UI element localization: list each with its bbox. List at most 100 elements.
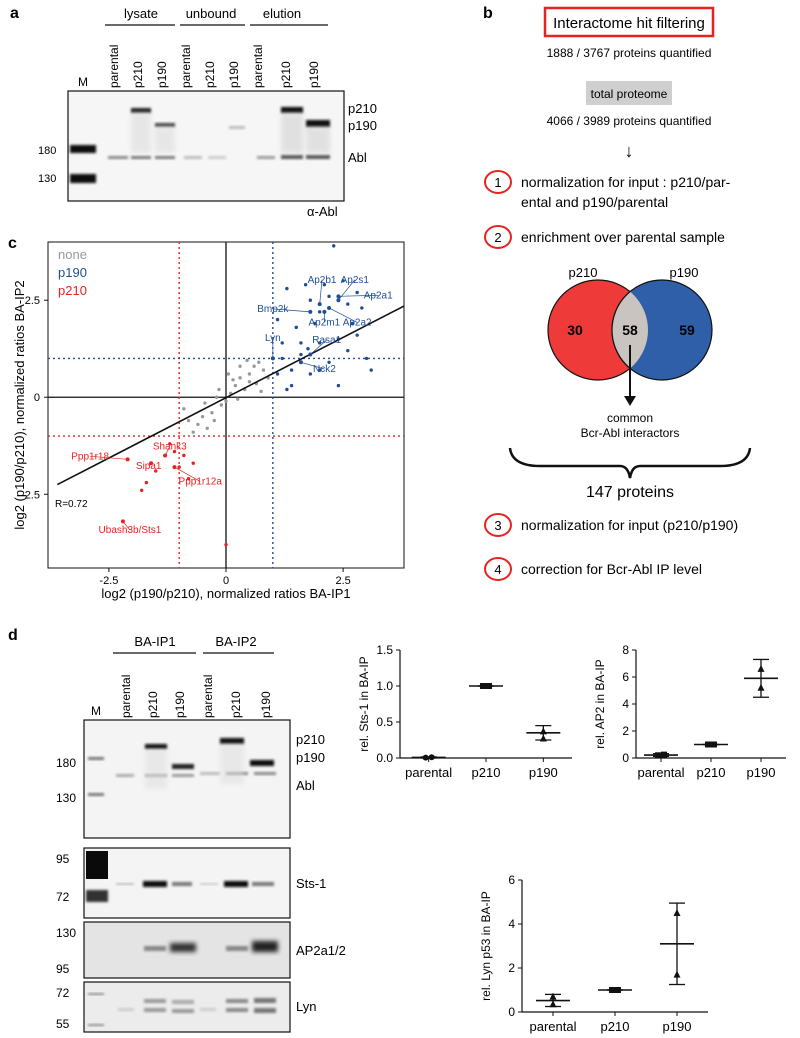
- band-label-abl: Abl: [296, 778, 315, 793]
- data-point-none: [205, 426, 209, 430]
- data-point-p210: [154, 469, 158, 473]
- lane-label: p210: [279, 61, 293, 88]
- y-axis-label: rel. Lyn p53 in BA-IP: [479, 891, 493, 1001]
- data-point-p210: [144, 480, 149, 485]
- lane-label: p210: [229, 691, 243, 718]
- lane-label: p210: [131, 61, 145, 88]
- data-point-p190: [299, 352, 303, 357]
- x-tick-label: p210: [697, 765, 726, 780]
- x-tick-label: p210: [601, 1019, 630, 1034]
- panel-label-c: c: [8, 235, 17, 252]
- data-point-p210: [168, 442, 172, 446]
- data-point-none: [214, 395, 219, 399]
- data-point-p190: [355, 333, 359, 337]
- point-label: Ap2a1: [364, 290, 393, 301]
- data-point-p190: [275, 317, 280, 322]
- data-point-p210: [172, 449, 177, 454]
- panel-b: b Interactome hit filtering 1888 / 3767 …: [483, 5, 752, 581]
- data-point: [757, 664, 765, 672]
- labeled-point: [149, 461, 154, 466]
- data-point: [655, 752, 661, 759]
- band-label-p190: p190: [296, 750, 325, 765]
- data-point-p190: [341, 279, 345, 283]
- step-text: normalization for input (p210/p190): [521, 517, 738, 533]
- panel-c: c -2.5 0 2.5 2.5 0 -2.5 Bmp2k Ap2b1 Ap2s1 Ap2a1 Ap…: [8, 235, 405, 601]
- correlation-label: R=0.72: [55, 499, 88, 510]
- data-point-none: [219, 403, 224, 407]
- labeled-point: [172, 465, 177, 470]
- x-tick-label: parental: [638, 765, 685, 780]
- label-leader: [300, 361, 325, 370]
- data-point-p190: [332, 244, 336, 248]
- labeled-point: [317, 302, 322, 307]
- panel-label-a: a: [10, 5, 19, 22]
- step-circle: [484, 170, 512, 194]
- blot-a-bands: [70, 107, 330, 183]
- panel-label-d: d: [8, 627, 18, 644]
- data-point-p190: [306, 347, 310, 351]
- data-point: [549, 1000, 557, 1008]
- label-leader: [310, 339, 327, 355]
- step-text: ental and p190/parental: [521, 194, 668, 210]
- mw-label: 180: [56, 756, 76, 770]
- legend-p190: p190: [58, 265, 87, 280]
- point-label: Ubash3b/Sts1: [99, 525, 162, 536]
- title-box: [543, 6, 715, 38]
- point-label: Ap2b1: [308, 275, 337, 286]
- lane-label: p190: [259, 691, 273, 718]
- brace: [508, 447, 752, 479]
- step-text: correction for Bcr-Abl IP level: [521, 561, 702, 577]
- data-point-p190: [289, 368, 294, 372]
- labeled-point: [336, 298, 341, 303]
- arrow-head: [624, 396, 636, 406]
- x-tick-label: parental: [530, 1019, 577, 1034]
- mw-label: 130: [56, 926, 76, 940]
- group-label-lysate: lysate: [124, 6, 158, 21]
- mw-label: 72: [56, 986, 70, 1000]
- total-proteome-box: [586, 81, 672, 105]
- step-circle: [484, 557, 512, 581]
- data-point-p210: [177, 465, 181, 469]
- antibody-label: α-Abl: [307, 204, 338, 219]
- legend-none: none: [58, 247, 87, 262]
- data-point-none: [212, 418, 216, 423]
- band-label-p210: p210: [348, 101, 377, 116]
- blot-strip-ap2-bands: [144, 941, 278, 952]
- venn-right-count: 59: [679, 322, 695, 338]
- point-label: Nck2: [313, 364, 336, 375]
- labeled-point: [308, 309, 313, 314]
- data-point-none: [247, 380, 252, 384]
- data-point-p190: [317, 368, 322, 372]
- data-point: [609, 987, 615, 993]
- labeled-point: [270, 356, 275, 361]
- blot-strip-sts1-bands: [86, 851, 274, 902]
- labeled-point: [125, 457, 130, 462]
- y-tick-label: 2: [622, 724, 629, 738]
- point-label: Ppp1r12a: [179, 477, 223, 488]
- data-point-p190: [303, 282, 308, 287]
- lane-label: p190: [307, 61, 321, 88]
- group-label-ba-ip2: BA-IP2: [215, 634, 256, 649]
- data-point: [486, 683, 492, 689]
- label-leader: [272, 308, 311, 313]
- y-axis-label: rel. AP2 in BA-IP: [593, 659, 607, 748]
- blot-strip-abl: [83, 719, 291, 839]
- lane-label: p190: [227, 61, 241, 88]
- dot-plot-ap2: 0 2 4 6 8 parental p210 p190 rel. AP2 in BA-IP: [593, 643, 786, 780]
- data-point: [757, 683, 765, 691]
- lane-label: p210: [203, 61, 217, 88]
- mw-label: 55: [56, 1017, 70, 1031]
- data-point-none: [203, 401, 207, 405]
- data-point-p190: [313, 321, 317, 326]
- hit-count: 1888 / 3767 proteins quantified: [547, 46, 712, 60]
- group-label-ba-ip1: BA-IP1: [134, 634, 175, 649]
- data-point-p190: [280, 341, 284, 345]
- down-arrow: ↓: [625, 141, 634, 161]
- data-point: [615, 987, 621, 993]
- y-tick-label: 8: [622, 643, 629, 657]
- data-point-none: [257, 360, 261, 365]
- point-label: Ap2s1: [341, 275, 370, 286]
- y-tick-label: -2.5: [21, 489, 40, 501]
- data-point-p190: [280, 356, 284, 361]
- data-point-p190: [317, 310, 322, 314]
